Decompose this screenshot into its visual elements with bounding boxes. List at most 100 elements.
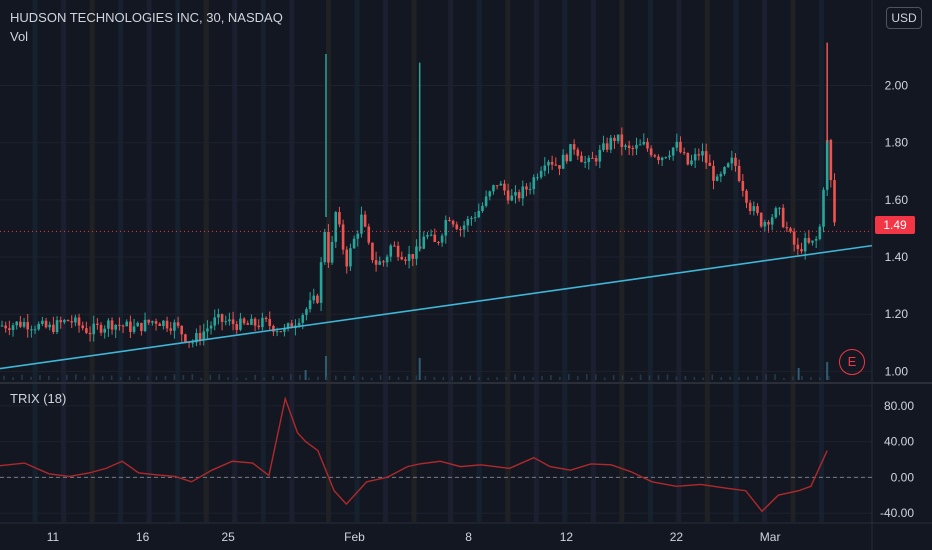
candle-body xyxy=(789,228,792,232)
candle-body xyxy=(686,152,690,165)
candle-body xyxy=(723,167,726,174)
volume-bar xyxy=(290,374,292,380)
candle-body xyxy=(484,196,488,206)
candle-body xyxy=(121,325,125,327)
session-band xyxy=(590,0,596,522)
candle-body xyxy=(525,186,528,190)
trix-indicator-label[interactable]: TRIX (18) xyxy=(10,391,67,406)
volume-bar xyxy=(819,377,821,380)
volume-bar xyxy=(119,376,122,380)
trix-tick-label: -40.00 xyxy=(880,506,914,520)
session-band xyxy=(146,0,152,522)
volume-bar xyxy=(702,377,705,380)
candle-body xyxy=(591,157,594,159)
candle-body xyxy=(81,325,85,329)
candle-body xyxy=(74,317,77,323)
candle-body xyxy=(580,155,583,163)
candle-body xyxy=(246,323,250,325)
time-tick-label: Feb xyxy=(344,530,365,544)
volume-bar xyxy=(30,376,32,380)
volume-bar xyxy=(684,375,687,380)
candle-body xyxy=(393,245,396,247)
volume-bar xyxy=(397,377,400,380)
candle-body xyxy=(385,256,389,263)
volume-bar xyxy=(747,376,749,380)
time-tick-label: 25 xyxy=(222,530,236,544)
candle-body xyxy=(693,154,697,161)
trendline[interactable] xyxy=(0,244,873,370)
volume-bar xyxy=(110,375,113,380)
candle-body xyxy=(360,214,363,234)
candle-body xyxy=(275,331,279,333)
session-band xyxy=(32,0,38,522)
candle-body xyxy=(378,261,382,265)
candle-body xyxy=(330,241,334,263)
volume-bar xyxy=(550,375,552,380)
candle-body xyxy=(620,134,624,147)
volume-bar xyxy=(711,374,714,380)
volume-bar xyxy=(66,374,68,380)
candle-body xyxy=(462,225,466,230)
candle-body xyxy=(77,317,81,326)
candle-body xyxy=(756,206,759,214)
session-band xyxy=(790,0,796,522)
candle-body xyxy=(459,229,462,231)
volume-bar xyxy=(3,375,5,380)
trix-tick-label: 0.00 xyxy=(891,470,915,484)
session-band xyxy=(354,0,360,522)
candle-body xyxy=(466,219,470,226)
volume-bar xyxy=(308,377,310,380)
candle-body xyxy=(52,324,55,333)
earnings-badge[interactable]: E xyxy=(839,349,865,375)
volume-bar xyxy=(568,374,570,380)
volume-bar xyxy=(433,377,436,380)
session-band xyxy=(647,0,653,522)
candle-body xyxy=(169,328,173,331)
volume-bar xyxy=(675,376,678,380)
volume-bar xyxy=(460,376,463,380)
volume-bar xyxy=(263,377,265,380)
candle-body xyxy=(792,231,796,245)
candle-body xyxy=(433,234,437,242)
candle-body xyxy=(363,214,367,227)
volume-bar xyxy=(39,375,41,380)
session-band xyxy=(411,0,417,522)
volume-bar xyxy=(304,370,307,380)
candle-body xyxy=(481,205,484,211)
candle-body xyxy=(220,314,224,322)
volume-bar xyxy=(281,376,283,380)
session-band xyxy=(232,0,238,522)
currency-button[interactable]: USD xyxy=(886,7,922,29)
candle-body xyxy=(162,320,165,327)
session-band xyxy=(476,0,482,522)
candle-body xyxy=(767,222,770,225)
time-tick-label: 22 xyxy=(670,530,684,544)
volume-bar xyxy=(324,356,327,380)
volume-label[interactable]: Vol xyxy=(10,29,29,44)
candle-body xyxy=(451,220,455,225)
candle-body xyxy=(173,322,176,331)
candle-body xyxy=(719,173,723,177)
candle-body xyxy=(400,256,404,260)
candle-body xyxy=(653,155,657,157)
symbol-title[interactable]: HUDSON TECHNOLOGIES INC, 30, NASDAQ xyxy=(10,10,283,25)
volume-bar xyxy=(191,374,194,380)
candle-body xyxy=(11,325,15,330)
candle-body xyxy=(745,190,748,203)
volume-bar xyxy=(532,377,534,380)
volume-bar xyxy=(594,374,597,380)
volume-bar xyxy=(236,377,238,380)
candle-body xyxy=(521,186,525,199)
candle-body xyxy=(250,318,253,325)
candle-body xyxy=(154,321,158,324)
volume-bar xyxy=(200,377,203,380)
candle-body xyxy=(367,226,371,243)
time-tick-label: 11 xyxy=(47,530,60,544)
time-tick-label: 12 xyxy=(560,530,574,544)
volume-bar xyxy=(505,376,507,380)
volume-bar xyxy=(657,375,660,380)
volume-bar xyxy=(128,376,131,380)
volume-bar xyxy=(227,377,229,380)
candle-body xyxy=(660,157,664,161)
